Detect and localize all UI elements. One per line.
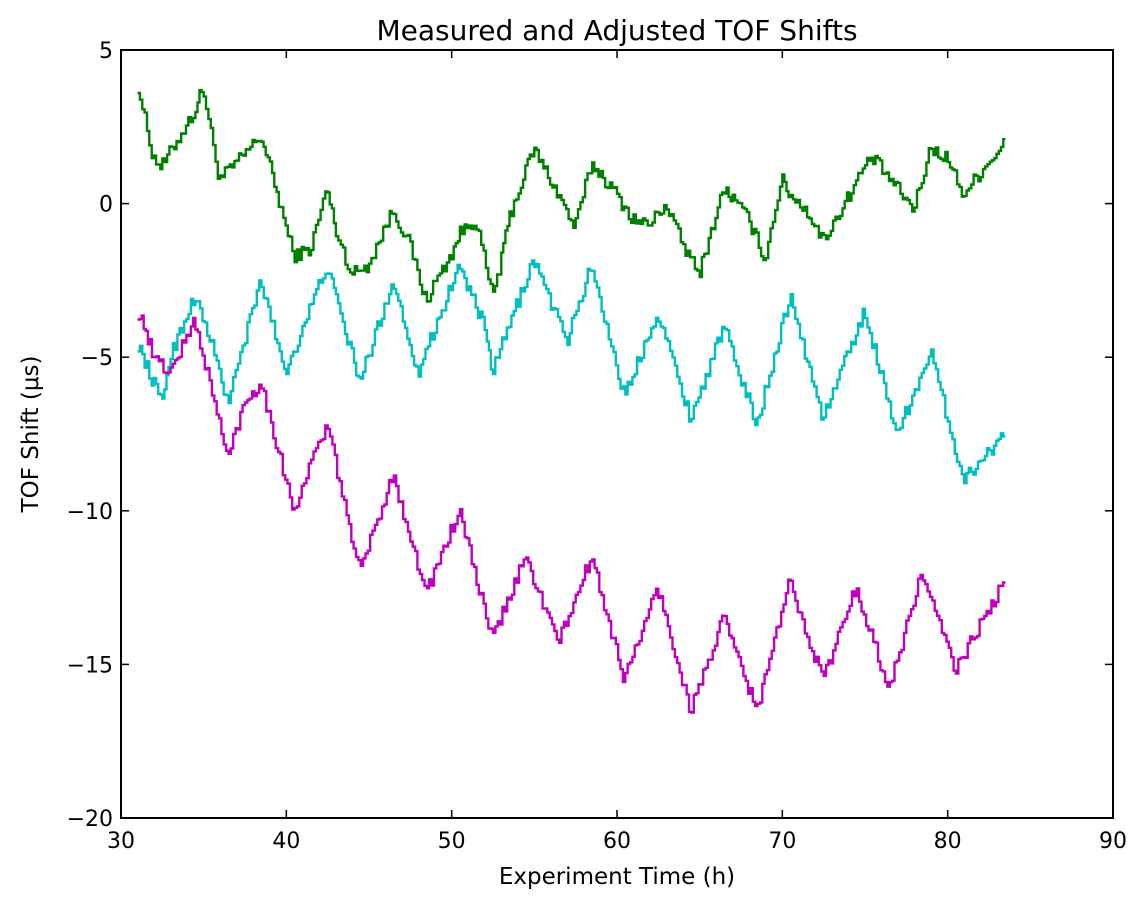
x-tick-label: 60 <box>603 829 631 854</box>
y-tick-label: −20 <box>67 807 113 832</box>
plot-frame <box>120 49 1114 819</box>
x-tick-label: 30 <box>107 829 135 854</box>
series-line-2 <box>137 259 1006 485</box>
y-tick-label: 0 <box>99 193 113 218</box>
x-tick-label: 80 <box>934 829 962 854</box>
y-tick-label: −5 <box>81 346 113 371</box>
y-tick-label: −15 <box>67 653 113 678</box>
x-axis-label: Experiment Time (h) <box>499 864 735 890</box>
series-line-3 <box>137 314 1006 714</box>
series-layer <box>137 88 1006 714</box>
x-tick-label: 90 <box>1099 829 1127 854</box>
y-tick-label: 5 <box>99 39 113 64</box>
x-tick-label: 50 <box>438 829 466 854</box>
y-axis-label: TOF Shift (μs) <box>18 356 44 514</box>
series-line-1 <box>137 88 1006 303</box>
x-tick-label: 40 <box>272 829 300 854</box>
x-tick-label: 70 <box>768 829 796 854</box>
y-tick-label: −10 <box>67 500 113 525</box>
chart-title: Measured and Adjusted TOF Shifts <box>376 14 857 47</box>
